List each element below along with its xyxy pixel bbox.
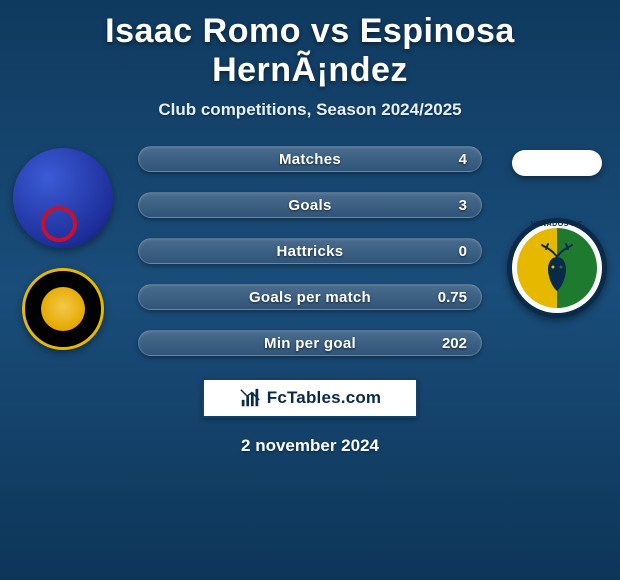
stat-row-hattricks: Hattricks 0: [138, 238, 482, 264]
player2-avatar: [512, 150, 602, 176]
bar-chart-icon: [239, 387, 261, 409]
badge-top-label: VENADOS F.C: [512, 221, 602, 228]
stat-label: Matches: [139, 151, 481, 168]
subtitle: Club competitions, Season 2024/2025: [0, 100, 620, 120]
player1-avatar: [13, 148, 113, 248]
stat-row-goals-per-match: Goals per match 0.75: [138, 284, 482, 310]
stat-label: Hattricks: [139, 243, 481, 260]
stat-value-right: 3: [459, 197, 467, 214]
date-label: 2 november 2024: [0, 436, 620, 456]
main-row: Matches 4 Goals 3 Hattricks 0 Goals per …: [0, 144, 620, 356]
stat-row-goals: Goals 3: [138, 192, 482, 218]
stat-value-right: 202: [442, 335, 467, 352]
lion-icon: [41, 287, 85, 331]
stat-value-right: 4: [459, 151, 467, 168]
club-badge-venados: VENADOS F.C: [507, 218, 607, 318]
stat-row-min-per-goal: Min per goal 202: [138, 330, 482, 356]
stat-row-matches: Matches 4: [138, 146, 482, 172]
stat-value-right: 0.75: [438, 289, 467, 306]
brand-box[interactable]: FcTables.com: [202, 378, 418, 418]
comparison-card: Isaac Romo vs Espinosa HernÃ¡ndez Club c…: [0, 0, 620, 456]
left-column: [8, 144, 118, 350]
venados-inner: [517, 228, 597, 308]
page-title: Isaac Romo vs Espinosa HernÃ¡ndez: [0, 8, 620, 96]
stat-label: Goals: [139, 197, 481, 214]
stats-column: Matches 4 Goals 3 Hattricks 0 Goals per …: [138, 144, 482, 356]
deer-icon: [534, 243, 580, 293]
stat-value-right: 0: [459, 243, 467, 260]
club-badge-leones: [22, 268, 104, 350]
right-column: VENADOS F.C: [502, 144, 612, 318]
stat-label: Goals per match: [139, 289, 481, 306]
stat-label: Min per goal: [139, 335, 481, 352]
brand-label: FcTables.com: [267, 388, 382, 408]
